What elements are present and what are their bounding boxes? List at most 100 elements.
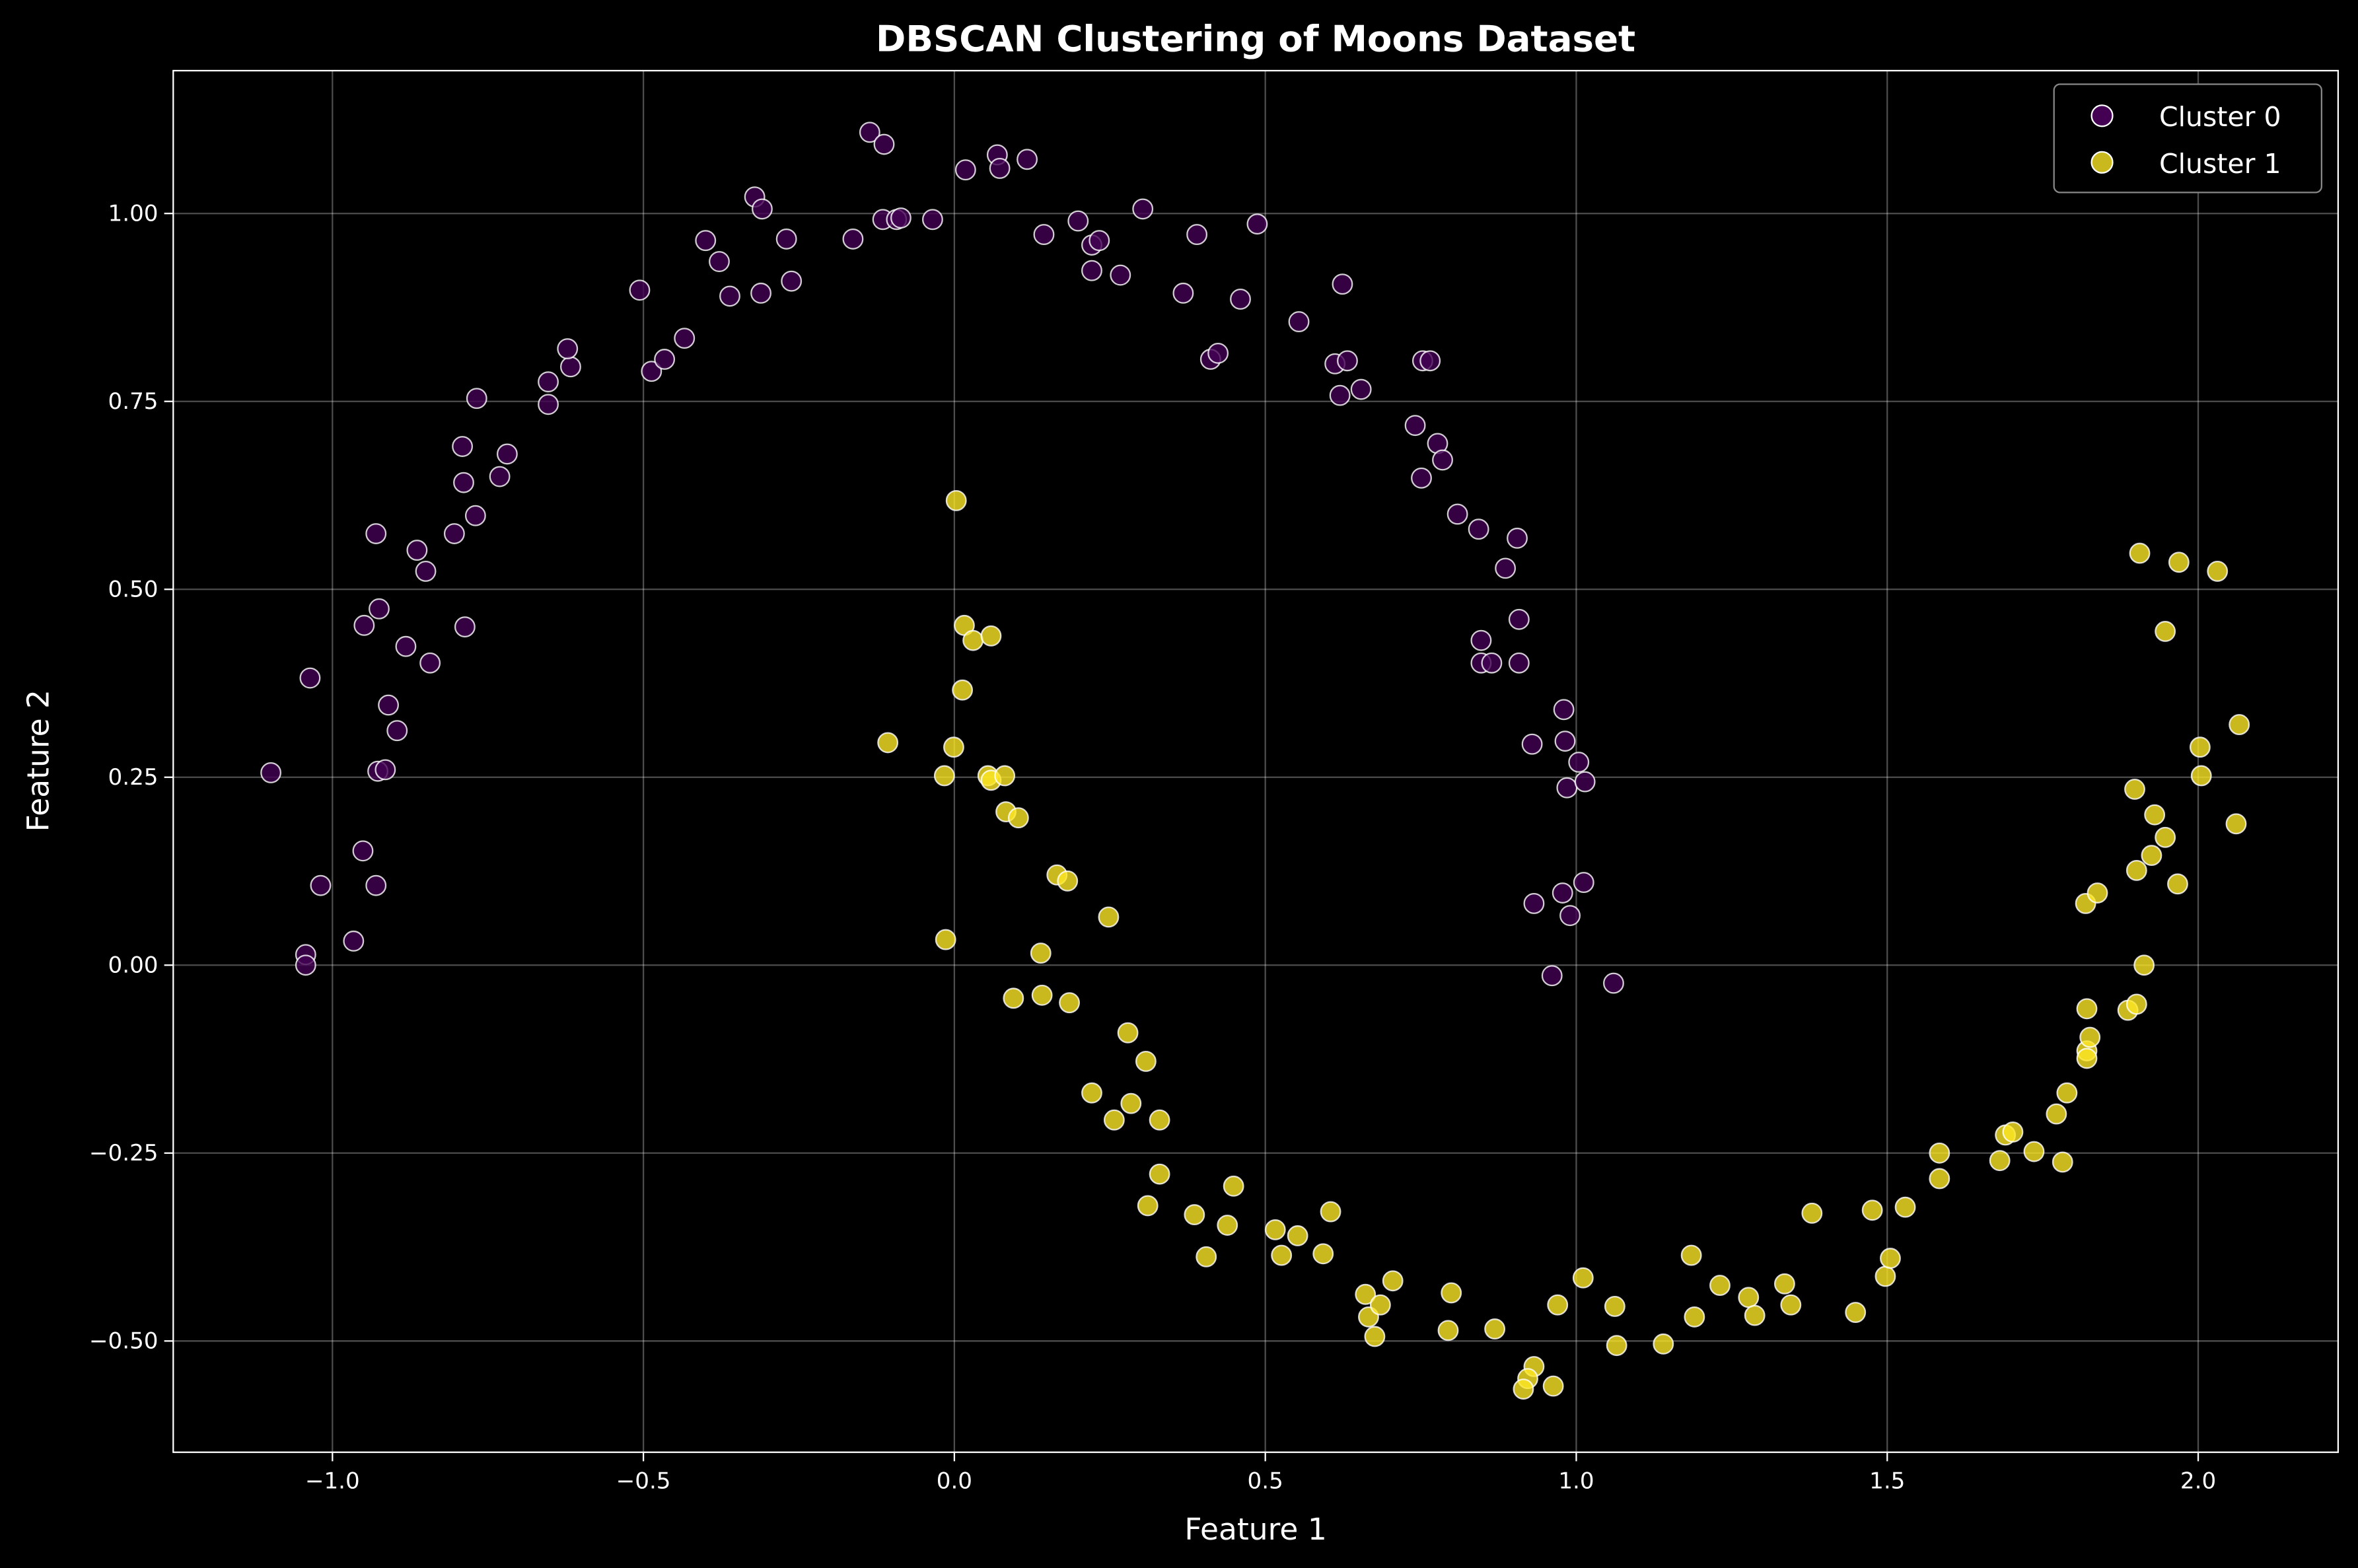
point-cluster-1 bbox=[2056, 1082, 2078, 1104]
point-cluster-1 bbox=[1135, 1051, 1157, 1072]
point-cluster-1 bbox=[1057, 870, 1079, 892]
point-cluster-1 bbox=[1369, 1294, 1391, 1316]
point-cluster-1 bbox=[1149, 1109, 1170, 1131]
legend-marker-cluster-1 bbox=[2090, 151, 2114, 174]
point-cluster-1 bbox=[1137, 1195, 1159, 1217]
point-cluster-1 bbox=[1880, 1248, 1901, 1269]
point-cluster-0 bbox=[557, 338, 579, 359]
x-tick-label: 1.5 bbox=[1869, 1468, 1905, 1494]
point-cluster-1 bbox=[1738, 1287, 1760, 1308]
point-cluster-0 bbox=[775, 228, 797, 250]
point-cluster-0 bbox=[1411, 467, 1432, 489]
y-tick-label: −0.25 bbox=[89, 1140, 159, 1166]
legend: Cluster 0 Cluster 1 bbox=[2053, 83, 2322, 194]
point-cluster-0 bbox=[1470, 629, 1492, 651]
point-cluster-0 bbox=[489, 466, 511, 487]
y-tick-label: 0.00 bbox=[108, 952, 159, 979]
point-cluster-1 bbox=[2046, 1103, 2067, 1125]
point-cluster-1 bbox=[1801, 1202, 1823, 1224]
chart-title: DBSCAN Clustering of Moons Dataset bbox=[876, 17, 1635, 59]
point-cluster-1 bbox=[1149, 1163, 1170, 1185]
point-cluster-1 bbox=[1312, 1243, 1334, 1265]
point-cluster-0 bbox=[654, 349, 676, 370]
point-cluster-0 bbox=[1132, 198, 1154, 220]
point-cluster-1 bbox=[1845, 1302, 1867, 1323]
point-cluster-0 bbox=[1329, 384, 1351, 406]
point-cluster-0 bbox=[989, 157, 1011, 179]
point-cluster-0 bbox=[538, 371, 559, 393]
point-cluster-0 bbox=[1553, 699, 1575, 721]
point-cluster-0 bbox=[1481, 652, 1503, 674]
point-cluster-0 bbox=[709, 251, 730, 272]
point-cluster-1 bbox=[2126, 993, 2147, 1015]
point-cluster-0 bbox=[343, 930, 365, 952]
point-cluster-1 bbox=[2144, 804, 2166, 826]
point-cluster-0 bbox=[1404, 415, 1426, 437]
point-cluster-1 bbox=[1355, 1283, 1376, 1305]
point-cluster-1 bbox=[2124, 779, 2145, 800]
point-cluster-0 bbox=[1468, 518, 1489, 540]
point-cluster-1 bbox=[1271, 1244, 1293, 1266]
point-cluster-0 bbox=[1508, 608, 1530, 630]
y-tick-label: 0.75 bbox=[108, 388, 159, 415]
plot-frame bbox=[172, 69, 2340, 1453]
point-cluster-0 bbox=[1508, 652, 1530, 674]
point-cluster-1 bbox=[1875, 1265, 1896, 1287]
x-tick-label: −0.5 bbox=[616, 1468, 671, 1494]
point-cluster-0 bbox=[719, 285, 740, 307]
point-cluster-1 bbox=[1744, 1304, 1766, 1326]
point-cluster-0 bbox=[1419, 350, 1441, 372]
point-cluster-0 bbox=[1332, 273, 1353, 295]
point-cluster-1 bbox=[1003, 987, 1024, 1009]
point-cluster-1 bbox=[2155, 621, 2176, 642]
point-cluster-1 bbox=[1030, 943, 1052, 964]
point-cluster-1 bbox=[994, 765, 1016, 787]
point-cluster-1 bbox=[1320, 1201, 1341, 1223]
point-cluster-1 bbox=[2126, 859, 2147, 881]
point-cluster-0 bbox=[386, 720, 408, 742]
point-cluster-0 bbox=[443, 523, 465, 544]
point-cluster-1 bbox=[1709, 1275, 1731, 1297]
point-cluster-0 bbox=[1246, 213, 1268, 235]
point-cluster-0 bbox=[1089, 230, 1110, 252]
point-cluster-0 bbox=[750, 282, 771, 304]
point-cluster-1 bbox=[1287, 1225, 1308, 1246]
point-cluster-0 bbox=[395, 635, 417, 657]
point-cluster-1 bbox=[1382, 1270, 1404, 1292]
point-cluster-0 bbox=[1552, 882, 1573, 904]
point-cluster-1 bbox=[1572, 1267, 1594, 1289]
point-cluster-1 bbox=[2079, 1026, 2101, 1048]
point-cluster-0 bbox=[1447, 503, 1468, 525]
point-cluster-0 bbox=[406, 540, 428, 561]
point-cluster-1 bbox=[1059, 992, 1081, 1014]
point-cluster-1 bbox=[2002, 1121, 2024, 1143]
point-cluster-1 bbox=[2076, 1048, 2098, 1069]
point-cluster-0 bbox=[466, 388, 487, 410]
point-cluster-1 bbox=[980, 625, 1002, 647]
y-axis-ticks: −0.50 −0.25 0.00 0.25 0.50 0.75 1.00 bbox=[89, 201, 174, 1355]
point-cluster-1 bbox=[2155, 826, 2176, 848]
point-cluster-1 bbox=[1081, 1082, 1102, 1104]
point-cluster-1 bbox=[1780, 1294, 1802, 1316]
point-cluster-1 bbox=[2129, 542, 2151, 564]
point-cluster-1 bbox=[1117, 1022, 1139, 1044]
point-cluster-1 bbox=[877, 732, 899, 754]
legend-label-cluster-1: Cluster 1 bbox=[2159, 148, 2281, 180]
point-cluster-0 bbox=[365, 523, 387, 544]
point-cluster-0 bbox=[1110, 264, 1131, 286]
point-cluster-0 bbox=[781, 270, 803, 292]
point-cluster-0 bbox=[1432, 449, 1453, 471]
point-cluster-0 bbox=[496, 443, 518, 465]
point-cluster-1 bbox=[935, 929, 956, 950]
point-cluster-1 bbox=[2167, 873, 2188, 895]
point-cluster-1 bbox=[1773, 1273, 1795, 1295]
point-cluster-1 bbox=[933, 765, 955, 787]
point-cluster-0 bbox=[752, 198, 773, 220]
point-cluster-0 bbox=[1568, 752, 1590, 773]
point-cluster-1 bbox=[1989, 1150, 2011, 1172]
x-tick-label: 0.5 bbox=[1248, 1468, 1283, 1494]
legend-marker-cluster-0 bbox=[2090, 104, 2114, 127]
point-cluster-1 bbox=[962, 629, 984, 651]
